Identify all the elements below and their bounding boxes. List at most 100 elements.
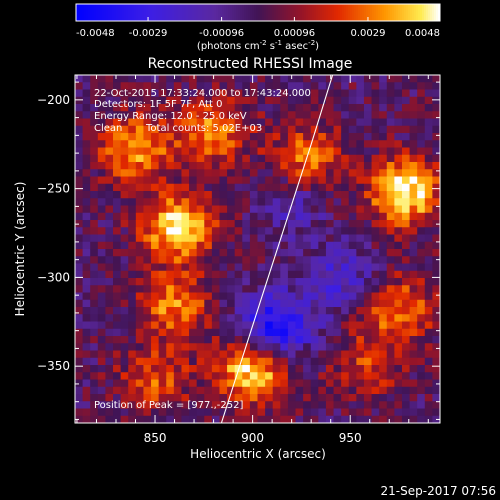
heatmap-cell: [82, 408, 91, 417]
heatmap-cell: [166, 249, 175, 257]
heatmap-cell: [386, 278, 395, 286]
heatmap-cell: [135, 379, 144, 388]
heatmap-cell: [158, 111, 167, 119]
heatmap-cell: [310, 140, 319, 148]
heatmap-cell: [409, 96, 418, 105]
heatmap-cell: [82, 415, 91, 424]
heatmap-cell: [211, 125, 220, 134]
heatmap-cell: [348, 154, 357, 163]
heatmap-cell: [105, 191, 114, 199]
heatmap-cell: [417, 140, 426, 148]
colorbar-cell: [240, 4, 243, 21]
heatmap-cell: [333, 386, 342, 395]
heatmap-cell: [82, 256, 91, 264]
heatmap-cell: [432, 169, 441, 177]
annotation-algorithm: Clean: [94, 123, 122, 134]
heatmap-cell: [401, 125, 410, 134]
colorbar-cell: [158, 4, 161, 21]
heatmap-cell: [394, 191, 403, 199]
heatmap-cell: [394, 104, 403, 112]
heatmap-cell: [371, 227, 380, 235]
heatmap-cell: [189, 176, 198, 185]
heatmap-cell: [363, 234, 372, 243]
heatmap-cell: [417, 133, 426, 141]
heatmap-cell: [158, 292, 167, 301]
colorbar-cell: [254, 4, 257, 21]
heatmap-cell: [371, 379, 380, 388]
heatmap-cell: [417, 176, 426, 185]
heatmap-cell: [227, 328, 236, 337]
heatmap-cell: [227, 256, 236, 264]
heatmap-cell: [242, 249, 251, 257]
heatmap-cell: [249, 82, 258, 90]
heatmap-cell: [318, 111, 327, 119]
heatmap-cell: [173, 379, 182, 388]
heatmap-cell: [173, 234, 182, 243]
heatmap-cell: [219, 357, 228, 366]
heatmap-cell: [303, 372, 312, 380]
heatmap-cell: [97, 292, 106, 301]
colorbar-cell: [356, 4, 359, 21]
heatmap-cell: [325, 365, 334, 373]
heatmap-cell: [287, 205, 296, 214]
heatmap-cell: [113, 270, 122, 279]
heatmap-cell: [151, 321, 160, 330]
heatmap-cell: [189, 365, 198, 373]
heatmap-cell: [196, 328, 205, 337]
heatmap-cell: [394, 220, 403, 228]
heatmap-cell: [333, 205, 342, 214]
heatmap-cell: [196, 415, 205, 424]
heatmap-cell: [394, 198, 403, 206]
heatmap-cell: [113, 386, 122, 395]
heatmap-cell: [97, 96, 106, 105]
heatmap-cell: [333, 104, 342, 112]
heatmap-cell: [143, 299, 152, 308]
heatmap-cell: [242, 75, 251, 83]
heatmap-cell: [143, 401, 152, 409]
heatmap-cell: [151, 241, 160, 250]
heatmap-cell: [82, 118, 91, 127]
heatmap-cell: [371, 183, 380, 192]
heatmap-cell: [249, 241, 258, 250]
heatmap-cell: [295, 350, 304, 359]
heatmap-cell: [90, 350, 99, 359]
heatmap-cell: [310, 394, 319, 402]
heatmap-cell: [166, 350, 175, 359]
heatmap-cell: [113, 394, 122, 402]
heatmap-cell: [219, 263, 228, 272]
heatmap-cell: [97, 169, 106, 177]
heatmap-cell: [409, 234, 418, 243]
heatmap-cell: [158, 278, 167, 286]
heatmap-cell: [356, 270, 365, 279]
heatmap-cell: [401, 336, 410, 344]
heatmap-cell: [158, 299, 167, 308]
heatmap-cell: [143, 372, 152, 380]
heatmap-cell: [227, 372, 236, 380]
heatmap-cell: [394, 408, 403, 417]
heatmap-cell: [105, 263, 114, 272]
heatmap-cell: [143, 89, 152, 98]
heatmap-cell: [181, 111, 190, 119]
heatmap-cell: [272, 415, 281, 424]
heatmap-cell: [371, 357, 380, 366]
heatmap-cell: [386, 220, 395, 228]
heatmap-cell: [379, 111, 388, 119]
heatmap-cell: [280, 118, 289, 127]
heatmap-cell: [401, 75, 410, 83]
heatmap-cell: [234, 379, 243, 388]
heatmap-cell: [75, 379, 83, 388]
heatmap-cell: [287, 133, 296, 141]
heatmap-cell: [303, 357, 312, 366]
heatmap-cell: [234, 133, 243, 141]
heatmap-cell: [272, 205, 281, 214]
heatmap-cell: [97, 357, 106, 366]
colorbar-cell: [90, 4, 93, 21]
heatmap-cell: [379, 343, 388, 351]
heatmap-cell: [90, 299, 99, 308]
heatmap-cell: [341, 212, 350, 221]
heatmap-cell: [120, 314, 129, 322]
heatmap-cell: [333, 343, 342, 351]
heatmap-cell: [196, 118, 205, 127]
heatmap-cell: [409, 183, 418, 192]
colorbar-cell: [126, 4, 129, 21]
